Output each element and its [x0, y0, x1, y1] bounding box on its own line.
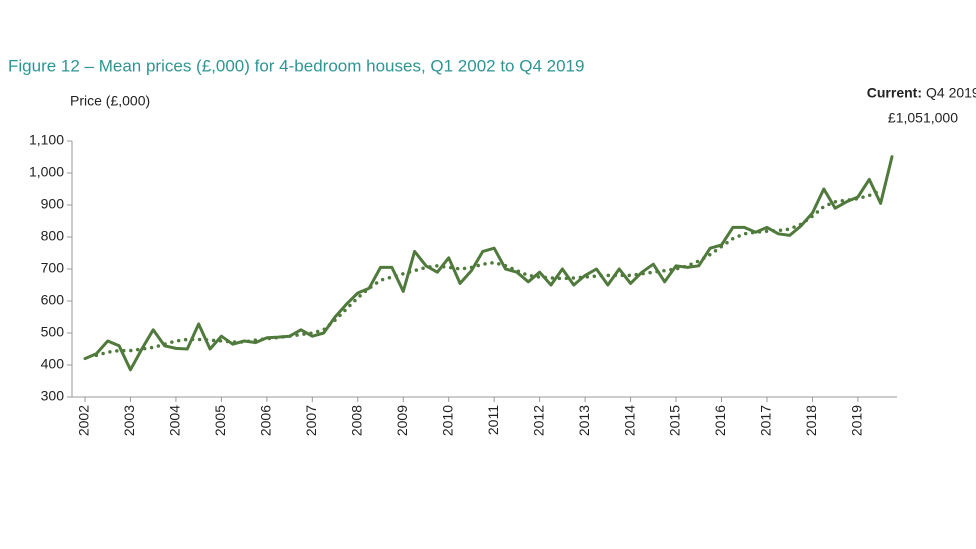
x-tick-label: 2009 — [394, 405, 410, 436]
x-tick-label: 2004 — [167, 405, 183, 436]
x-tick-label: 2017 — [758, 405, 774, 436]
x-tick-label: 2015 — [667, 405, 683, 436]
x-tick-label: 2002 — [76, 405, 92, 436]
y-tick-label: 800 — [41, 228, 65, 244]
x-tick-label: 2007 — [303, 405, 319, 436]
price-line — [83, 155, 894, 372]
y-tick-label: 1,100 — [29, 132, 64, 148]
x-tick-label: 2005 — [212, 405, 228, 436]
y-tick-label: 700 — [41, 260, 65, 276]
x-tick-label: 2018 — [803, 405, 819, 436]
annotation-period: Q4 2019 — [926, 85, 976, 101]
y-axis-label: Price (£,000) — [70, 93, 150, 109]
x-tick-label: 2012 — [530, 405, 546, 436]
x-tick-label: 2013 — [576, 405, 592, 436]
x-tick-label: 2010 — [439, 405, 455, 436]
chart-title: Figure 12 – Mean prices (£,000) for 4-be… — [8, 56, 584, 75]
x-tick-label: 2006 — [258, 405, 274, 436]
trend-line — [94, 188, 883, 358]
x-tick-label: 2016 — [712, 405, 728, 436]
x-tick-label: 2014 — [621, 405, 637, 436]
x-tick-label: 2003 — [121, 405, 137, 436]
annotation-label: Current: — [867, 85, 922, 101]
y-tick-label: 400 — [41, 356, 65, 372]
y-tick-label: 600 — [41, 292, 65, 308]
y-tick-label: 900 — [41, 196, 65, 212]
y-tick-label: 500 — [41, 324, 65, 340]
x-tick-label: 2019 — [849, 405, 865, 436]
y-tick-label: 1,000 — [29, 164, 64, 180]
annotation-value: £1,051,000 — [888, 110, 958, 126]
y-tick-label: 300 — [41, 388, 65, 404]
x-tick-label: 2008 — [348, 405, 364, 436]
x-tick-label: 2011 — [485, 405, 501, 435]
